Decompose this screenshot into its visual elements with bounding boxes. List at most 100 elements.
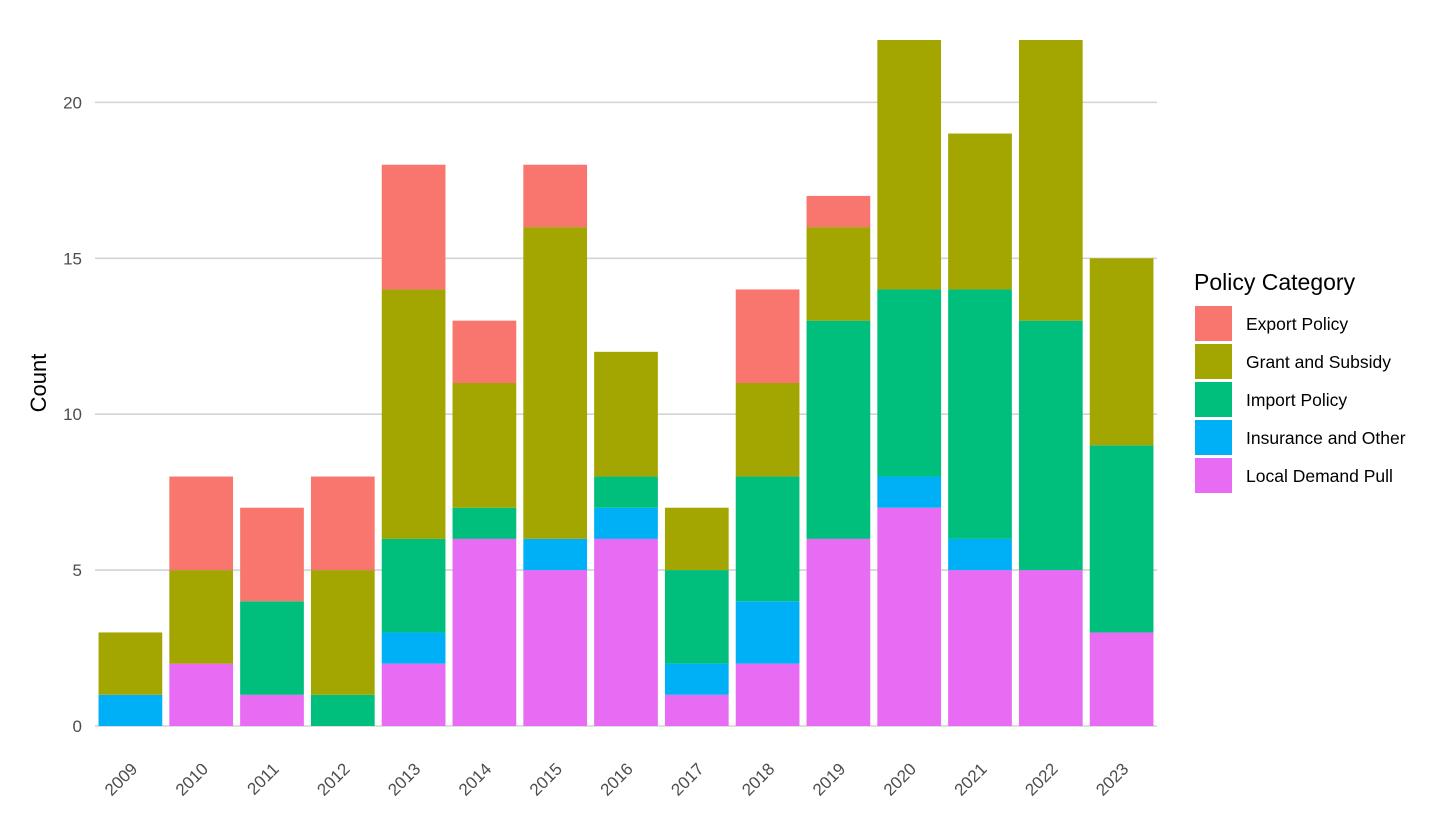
- bar-segment-grant-and-subsidy: [169, 570, 234, 664]
- legend: Policy Category Export Policy Grant and S…: [1194, 269, 1406, 493]
- legend-label: Grant and Subsidy: [1246, 352, 1391, 372]
- bar-segment-local-demand-pull: [806, 538, 871, 726]
- x-tick-label: 2013: [384, 759, 424, 799]
- bar-segment-import-policy: [240, 601, 304, 695]
- bar-segment-local-demand-pull: [169, 663, 234, 726]
- y-tick-label: 0: [73, 717, 82, 736]
- bar-segment-import-policy: [877, 289, 942, 477]
- bar-segment-grant-and-subsidy: [735, 383, 800, 477]
- bar-segment-insurance-and-other: [523, 538, 588, 571]
- x-tick-label: 2019: [809, 759, 849, 799]
- bar-segment-export-policy: [381, 164, 446, 290]
- x-tick-label: 2016: [597, 759, 637, 799]
- bar-segment-import-policy: [594, 476, 658, 508]
- bar-segment-grant-and-subsidy: [310, 570, 375, 695]
- x-tick-label: 2012: [313, 759, 353, 799]
- bar-stack-2019: [806, 195, 871, 726]
- x-tick-label: 2022: [1021, 759, 1061, 799]
- bar-stack-2022: [1018, 40, 1083, 726]
- bar-segment-insurance-and-other: [98, 694, 163, 726]
- x-tick-label: 2020: [880, 759, 920, 799]
- bar-stack-2014: [452, 320, 517, 726]
- bar-segment-insurance-and-other: [381, 632, 446, 664]
- legend-swatch: [1195, 344, 1232, 379]
- x-axis-ticks: 2009 2010 2011 2012 2013 2014 2015 2016 2017 2018…: [101, 759, 1132, 799]
- x-tick-label: 2023: [1092, 759, 1132, 799]
- bar-stack-2021: [948, 133, 1012, 726]
- y-tick-label: 20: [63, 93, 82, 112]
- x-tick-label: 2011: [244, 759, 283, 798]
- bar-stack-2016: [594, 351, 658, 726]
- legend-swatch: [1195, 382, 1232, 417]
- bar-segment-export-policy: [240, 507, 304, 602]
- bar-segment-insurance-and-other: [664, 663, 729, 695]
- legend-label: Insurance and Other: [1246, 428, 1406, 448]
- legend-title: Policy Category: [1194, 269, 1356, 295]
- legend-item-insurance-and-other: Insurance and Other: [1195, 420, 1406, 455]
- legend-item-import-policy: Import Policy: [1195, 382, 1347, 417]
- bar-segment-insurance-and-other: [948, 538, 1012, 571]
- bar-segment-grant-and-subsidy: [98, 632, 163, 695]
- bar-segment-import-policy: [452, 507, 517, 539]
- bar-segment-local-demand-pull: [381, 663, 446, 726]
- bars: [98, 40, 1154, 726]
- bar-segment-export-policy: [735, 289, 800, 383]
- bar-segment-local-demand-pull: [240, 694, 304, 726]
- legend-swatch: [1195, 306, 1232, 341]
- bar-segment-grant-and-subsidy: [877, 40, 942, 290]
- bar-segment-local-demand-pull: [452, 538, 517, 726]
- bar-segment-import-policy: [948, 289, 1012, 539]
- bar-segment-import-policy: [381, 538, 446, 633]
- bar-segment-grant-and-subsidy: [452, 383, 517, 508]
- bar-segment-import-policy: [664, 570, 729, 664]
- bar-segment-export-policy: [452, 320, 517, 383]
- legend-label: Import Policy: [1246, 390, 1347, 410]
- bar-segment-grant-and-subsidy: [1018, 40, 1083, 321]
- bar-segment-local-demand-pull: [523, 570, 588, 726]
- legend-label: Local Demand Pull: [1246, 466, 1393, 486]
- bar-segment-insurance-and-other: [594, 507, 658, 539]
- x-tick-label: 2010: [172, 759, 212, 799]
- bar-segment-grant-and-subsidy: [948, 133, 1012, 290]
- bar-stack-2009: [98, 632, 163, 726]
- x-tick-label: 2021: [951, 759, 991, 799]
- legend-item-local-demand-pull: Local Demand Pull: [1195, 458, 1393, 493]
- bar-segment-import-policy: [735, 476, 800, 602]
- bar-segment-insurance-and-other: [735, 601, 800, 664]
- legend-label: Export Policy: [1246, 314, 1348, 334]
- bar-stack-2017: [664, 507, 729, 726]
- legend-swatch: [1195, 420, 1232, 455]
- bar-segment-import-policy: [1018, 320, 1083, 571]
- x-tick-label: 2015: [526, 759, 566, 799]
- legend-item-export-policy: Export Policy: [1195, 306, 1348, 341]
- bar-segment-grant-and-subsidy: [1089, 258, 1154, 446]
- bar-stack-2011: [240, 507, 304, 726]
- bar-segment-grant-and-subsidy: [381, 289, 446, 539]
- y-axis-ticks: 0 5 10 15 20: [63, 93, 82, 736]
- bar-segment-grant-and-subsidy: [594, 351, 658, 477]
- bar-segment-grant-and-subsidy: [664, 507, 729, 571]
- bar-segment-insurance-and-other: [877, 476, 942, 508]
- y-tick-label: 15: [63, 249, 82, 268]
- legend-items: Export Policy Grant and Subsidy Import Pol…: [1195, 306, 1406, 493]
- bar-segment-grant-and-subsidy: [523, 227, 588, 539]
- bar-stack-2015: [523, 164, 588, 726]
- bar-stack-2020: [877, 40, 942, 726]
- y-axis-title: Count: [26, 354, 51, 413]
- bar-segment-local-demand-pull: [594, 538, 658, 726]
- bar-segment-local-demand-pull: [948, 570, 1012, 726]
- bar-segment-local-demand-pull: [1089, 632, 1154, 726]
- legend-item-grant-and-subsidy: Grant and Subsidy: [1195, 344, 1391, 379]
- y-tick-label: 5: [73, 561, 82, 580]
- bar-stack-2023: [1089, 258, 1154, 726]
- bar-segment-import-policy: [1089, 445, 1154, 633]
- x-tick-label: 2017: [667, 759, 707, 799]
- legend-swatch: [1195, 458, 1232, 493]
- bar-segment-export-policy: [169, 476, 234, 571]
- bar-segment-local-demand-pull: [1018, 570, 1083, 726]
- bar-stack-2018: [735, 289, 800, 726]
- bar-segment-import-policy: [310, 694, 375, 726]
- x-tick-label: 2018: [738, 759, 778, 799]
